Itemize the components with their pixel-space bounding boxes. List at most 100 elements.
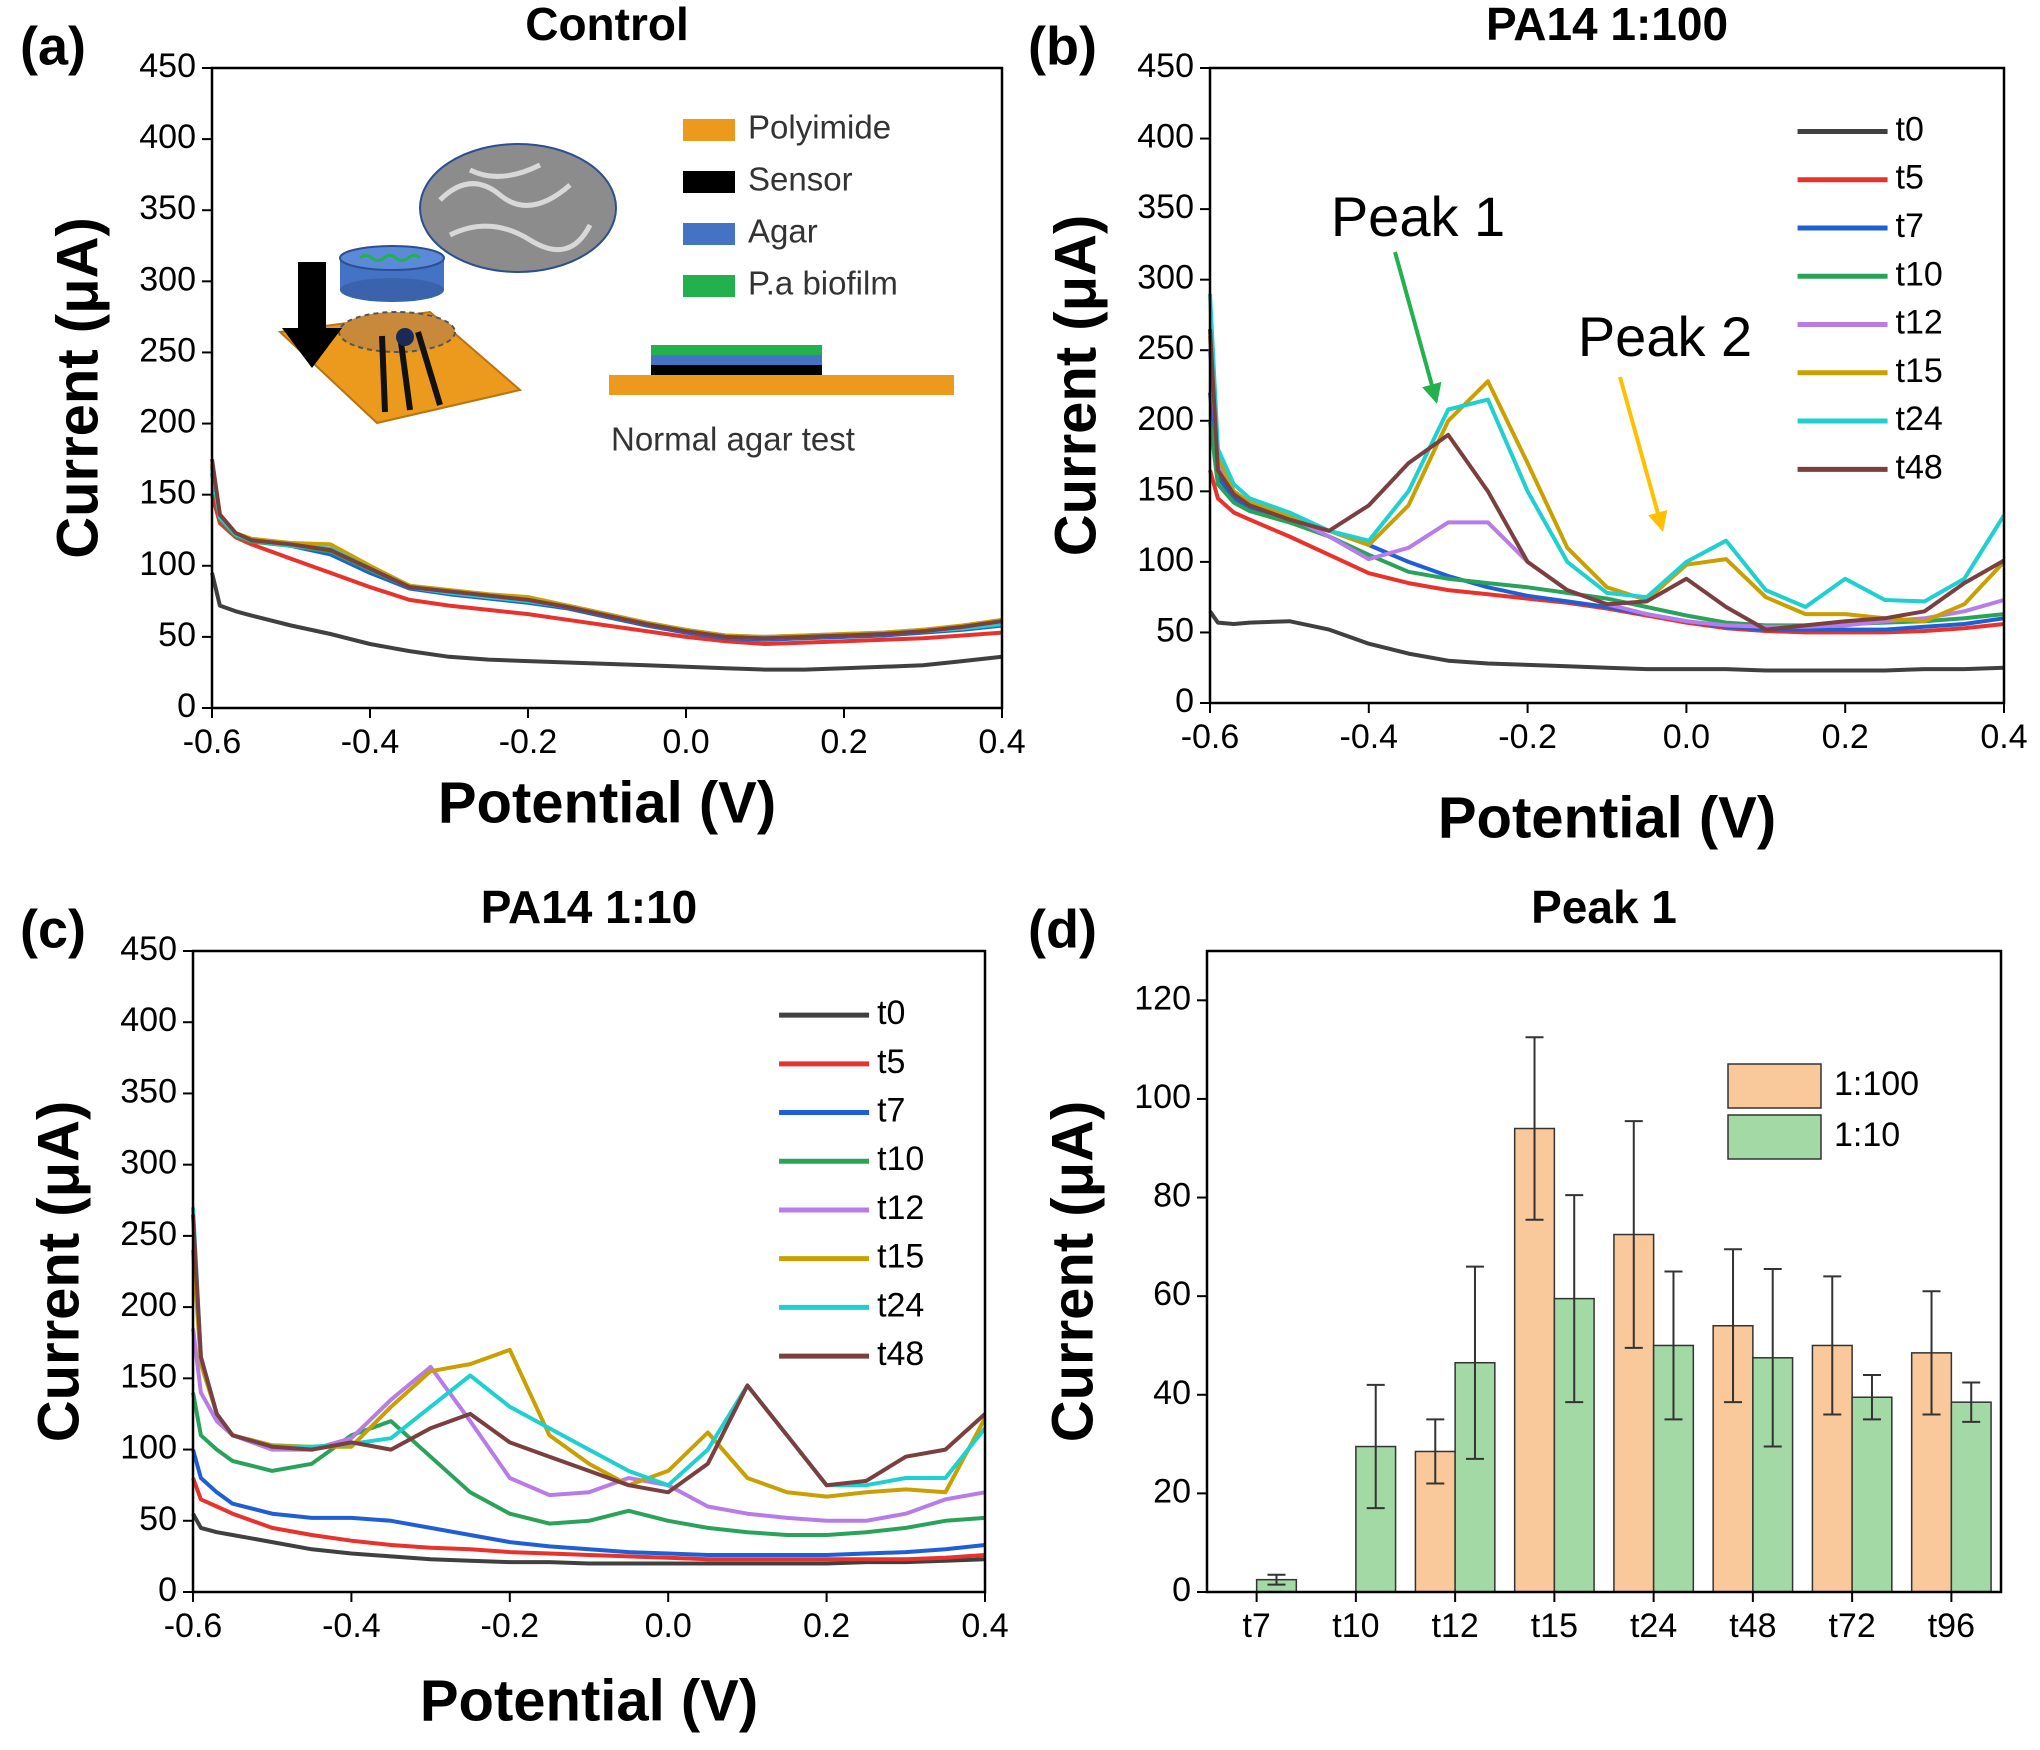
y-tick-label: 200 (1137, 400, 1194, 438)
annotation: Peak 2 (1578, 305, 1752, 368)
legend-label: t0 (1896, 110, 1924, 148)
error-bar (1664, 1270, 1683, 1421)
annotation-arrow (1393, 251, 1442, 404)
y-tick-label: 0 (177, 687, 196, 725)
y-tick-label: 100 (139, 545, 196, 583)
legend-label: t10 (877, 1140, 924, 1178)
plot-frame (210, 66, 1004, 710)
plot-frame (1208, 66, 2006, 705)
error-bar (1565, 1194, 1584, 1404)
agar-footprint (338, 311, 456, 353)
y-tick-label: 150 (139, 474, 196, 512)
legend-label: t10 (1896, 255, 1943, 293)
error-bar (1763, 1268, 1782, 1448)
x-tick-label: -0.4 (1340, 718, 1399, 756)
x-tick-label: t72 (1828, 1607, 1875, 1645)
error-bar (1465, 1265, 1484, 1460)
x-tick-label: t7 (1242, 1607, 1270, 1645)
x-tick-label: -0.2 (1498, 718, 1557, 756)
x-tick-label: 0.4 (978, 723, 1025, 761)
y-tick-label: 60 (1153, 1275, 1191, 1313)
series-line (191, 1449, 986, 1557)
x-tick-label: 0.2 (803, 1607, 850, 1645)
layer-biofilm (651, 345, 822, 355)
bar (1950, 1401, 1992, 1593)
annotation: Peak 1 (1331, 185, 1505, 248)
y-tick-label: 450 (139, 47, 196, 85)
legend-label: t24 (1896, 400, 1943, 438)
series-line (1208, 328, 2005, 632)
y-tick-label: 100 (120, 1429, 177, 1467)
layer-sensor (651, 365, 822, 375)
annotation-arrow (1618, 376, 1668, 532)
series-line (191, 1249, 987, 1499)
series-line (191, 1477, 986, 1562)
chart-title: Control (525, 0, 689, 50)
panel-label: (c) (20, 899, 86, 959)
sem-image (419, 143, 617, 273)
inset-swatch (683, 171, 735, 193)
error-bar (1962, 1381, 1981, 1423)
legend-label: t12 (877, 1189, 924, 1227)
inset-legend-label: P.a biofilm (748, 265, 898, 302)
legend-label: 1:10 (1834, 1116, 1900, 1154)
legend-label: t5 (1896, 159, 1924, 197)
x-tick-label: -0.6 (1181, 718, 1240, 756)
series-line (191, 1214, 987, 1495)
y-axis-label: Current (μA) (45, 217, 110, 559)
y-tick-label: 350 (1137, 188, 1194, 226)
x-tick-label: -0.4 (322, 1607, 381, 1645)
x-tick-label: 0.4 (961, 1607, 1008, 1645)
x-tick-label: t15 (1531, 1607, 1578, 1645)
inset-swatch (683, 275, 735, 297)
y-tick-label: 80 (1153, 1177, 1191, 1215)
x-tick-label: t48 (1729, 1607, 1776, 1645)
error-bar (1426, 1418, 1445, 1485)
arrow (282, 262, 342, 368)
inset-legend-label: Polyimide (748, 109, 891, 146)
bar (1851, 1396, 1893, 1593)
legend-label: t5 (877, 1043, 905, 1081)
legend-label: t7 (1896, 207, 1924, 245)
x-tick-label: 0.4 (1980, 718, 2027, 756)
y-tick-label: 200 (120, 1286, 177, 1324)
legend-label: t7 (877, 1092, 905, 1130)
y-tick-label: 0 (1175, 682, 1194, 720)
x-tick-label: -0.6 (183, 723, 242, 761)
chart-title: PA14 1:100 (1486, 0, 1728, 50)
y-tick-label: 50 (158, 616, 196, 654)
x-tick-label: t12 (1431, 1607, 1478, 1645)
y-tick-label: 150 (1137, 470, 1194, 508)
legend-swatch (1727, 1063, 1822, 1109)
x-tick-label: -0.2 (499, 723, 558, 761)
y-tick-label: 20 (1153, 1472, 1191, 1510)
error-bar (1624, 1120, 1643, 1349)
legend-label: t24 (877, 1286, 924, 1324)
x-tick-label: 0.0 (662, 723, 709, 761)
legend-label: t48 (877, 1335, 924, 1373)
error-bar (1525, 1036, 1544, 1221)
y-axis-label: Current (μA) (1040, 1101, 1105, 1443)
x-tick-label: 0.2 (1822, 718, 1869, 756)
legend-label: 1:100 (1834, 1065, 1919, 1103)
y-tick-label: 450 (120, 930, 177, 968)
legend-label: t0 (877, 994, 905, 1032)
series-line (210, 494, 1003, 646)
y-tick-label: 0 (158, 1571, 177, 1609)
x-tick-label: t24 (1630, 1607, 1677, 1645)
y-tick-label: 50 (1156, 611, 1194, 649)
inset-swatch (683, 223, 735, 245)
error-bar (1366, 1383, 1385, 1510)
panel-label: (d) (1028, 899, 1097, 959)
y-tick-label: 400 (120, 1001, 177, 1039)
electrodes (379, 331, 443, 413)
x-tick-label: -0.6 (164, 1607, 223, 1645)
legend-label: t12 (1896, 304, 1943, 342)
series-line (191, 1207, 987, 1488)
y-tick-label: 300 (1137, 259, 1194, 297)
layer-agar (651, 355, 822, 365)
inset-legend-label: Sensor (748, 161, 853, 198)
y-tick-label: 200 (139, 403, 196, 441)
inset-swatch (683, 119, 735, 141)
chart-title: PA14 1:10 (481, 881, 698, 933)
